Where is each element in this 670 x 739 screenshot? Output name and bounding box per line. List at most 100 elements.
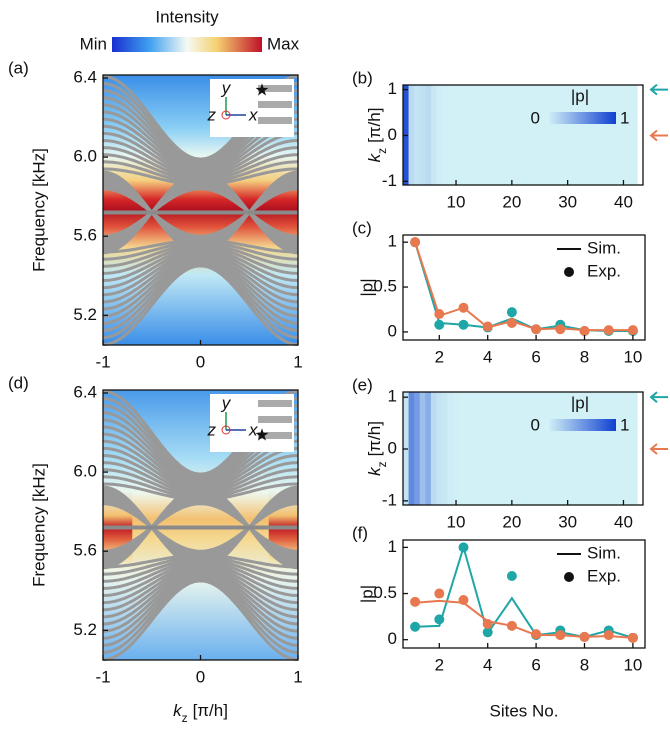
exp-dot bbox=[482, 321, 493, 332]
colorbar-tick: 0 bbox=[531, 415, 540, 434]
heat-cell bbox=[503, 392, 510, 505]
heat-cell bbox=[425, 392, 432, 505]
heat-cell bbox=[587, 392, 594, 505]
y-tick-label: 6.0 bbox=[73, 147, 97, 166]
heat-cell bbox=[576, 392, 582, 505]
heat-cell bbox=[559, 85, 566, 185]
heat-cell bbox=[559, 392, 566, 505]
y-axis-label: Frequency [kHz] bbox=[29, 148, 48, 272]
band-curve bbox=[102, 254, 299, 311]
band-curve bbox=[102, 577, 299, 654]
colorbar-label: Min bbox=[80, 34, 107, 53]
heat-cell bbox=[453, 392, 460, 505]
y-axis-label: kz [π/h] bbox=[365, 108, 389, 163]
y-tick-label: 1 bbox=[388, 79, 397, 98]
exp-dot bbox=[410, 621, 421, 632]
exp-dot bbox=[506, 620, 517, 631]
inset-label: y bbox=[221, 78, 232, 97]
heat-cell bbox=[419, 85, 426, 185]
x-tick-label: 0 bbox=[196, 667, 205, 686]
x-tick-label: 4 bbox=[483, 347, 492, 366]
band-curve bbox=[102, 260, 299, 332]
y-tick-label: 1 bbox=[388, 232, 397, 251]
exp-dot bbox=[531, 629, 542, 640]
inset-lattice bbox=[258, 85, 292, 92]
legend-label: Exp. bbox=[587, 261, 621, 280]
inset-label: y bbox=[221, 393, 232, 412]
heat-cell bbox=[531, 85, 538, 185]
y-tick-label: -1 bbox=[382, 171, 397, 190]
heat-cell bbox=[548, 392, 554, 505]
band-curve bbox=[102, 575, 299, 647]
exp-dot bbox=[434, 588, 445, 599]
colorbar-label: Max bbox=[267, 34, 300, 53]
y-tick-label: 6.4 bbox=[73, 67, 97, 86]
y-tick-label: 0 bbox=[388, 439, 397, 458]
heat-cell bbox=[576, 85, 582, 185]
label-part: z bbox=[375, 461, 389, 467]
heat-cell bbox=[430, 85, 437, 185]
heat-cell bbox=[609, 85, 616, 185]
band-curve bbox=[102, 579, 299, 662]
x-tick-label: 20 bbox=[502, 192, 521, 211]
y-tick-label: 0 bbox=[388, 321, 397, 340]
exp-dot bbox=[458, 595, 469, 605]
exp-dot bbox=[579, 326, 590, 337]
inset-label: z bbox=[207, 105, 217, 124]
exp-dot bbox=[458, 319, 469, 330]
y-tick-label: 1 bbox=[388, 387, 397, 406]
heat-cell bbox=[564, 392, 571, 505]
x-tick-label: 1 bbox=[293, 352, 302, 371]
heat-cell bbox=[492, 392, 499, 505]
heat-cell bbox=[497, 392, 504, 505]
label-part: k bbox=[173, 701, 183, 720]
heat-cell bbox=[475, 85, 482, 185]
heat-cell bbox=[492, 85, 499, 185]
exp-dot bbox=[579, 631, 590, 642]
colorbar-tick: 0 bbox=[531, 108, 540, 127]
label-part: [π/h] bbox=[193, 701, 228, 720]
kz-arrow bbox=[649, 129, 668, 142]
inset-star: ★ bbox=[254, 425, 269, 444]
sim-line bbox=[415, 599, 633, 639]
x-tick-label: 6 bbox=[531, 347, 540, 366]
legend-dot bbox=[564, 572, 574, 582]
exp-dot bbox=[434, 308, 445, 319]
y-axis-label: |p| bbox=[357, 278, 376, 296]
heat-cell bbox=[514, 392, 521, 505]
exp-dot bbox=[627, 632, 638, 643]
x-tick-label: 8 bbox=[580, 655, 589, 674]
exp-dot bbox=[410, 237, 421, 248]
exp-dot bbox=[482, 619, 493, 629]
heat-cell bbox=[553, 85, 560, 185]
panel-label: (a) bbox=[8, 58, 29, 77]
heat-cell bbox=[469, 392, 476, 505]
colorbar bbox=[112, 37, 262, 52]
band-curve bbox=[102, 256, 299, 318]
x-tick-label: 10 bbox=[447, 512, 466, 531]
panel-label: (e) bbox=[352, 375, 373, 394]
heat-cell bbox=[603, 392, 610, 505]
heat-cell bbox=[486, 85, 493, 185]
y-tick-label: 6.0 bbox=[73, 462, 97, 481]
heat-cell bbox=[458, 85, 465, 185]
colorbar-title: Intensity bbox=[155, 7, 219, 26]
colorbar-tick: 1 bbox=[620, 108, 629, 127]
inset-lattice bbox=[258, 101, 292, 108]
exp-dot bbox=[627, 325, 638, 336]
x-tick-label: 40 bbox=[614, 192, 633, 211]
band-curve bbox=[102, 573, 299, 640]
heat-cell bbox=[414, 85, 421, 185]
sim-line bbox=[414, 241, 633, 332]
heat-cell bbox=[570, 85, 577, 185]
legend-label: Exp. bbox=[587, 566, 621, 585]
heat-cell bbox=[626, 392, 633, 505]
heat-cell bbox=[408, 85, 415, 185]
heat-cell bbox=[442, 85, 448, 185]
x-tick-label: 40 bbox=[614, 512, 633, 531]
inset-label: x bbox=[248, 420, 258, 439]
x-tick-label: 30 bbox=[558, 512, 577, 531]
exp-dot bbox=[410, 596, 421, 607]
x-tick-label: 10 bbox=[623, 347, 642, 366]
